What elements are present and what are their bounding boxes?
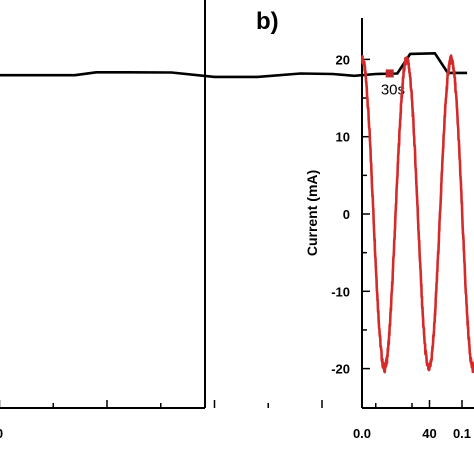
panel-a-annotation-30s: 30s <box>381 82 405 99</box>
panel-a-series-line <box>0 52 468 79</box>
panel-a-x-tick-label: 0 <box>0 426 3 441</box>
panel-b-tick-labels: 20 10 0 -10 -20 0.0 0.1 <box>331 52 471 441</box>
panel-b-y-tick-label: -10 <box>331 284 350 299</box>
panel-b-y-axis-title: Current (mA) <box>304 170 320 256</box>
panel-b-series-line <box>361 54 474 374</box>
panel-a-marker <box>385 69 394 78</box>
panel-b-y-tick-label: 10 <box>336 130 350 145</box>
panel-b-x-tick-label: 0.1 <box>453 426 471 441</box>
panel-a-tick-labels: 04050 <box>0 426 437 441</box>
panel-b-y-tick-label: -20 <box>331 362 350 377</box>
panel-a: 04050 30s <box>0 0 468 441</box>
panel-b-label: b) <box>256 8 279 35</box>
panel-b-y-tick-label: 0 <box>343 207 350 222</box>
panel-a-x-tick-label: 40 <box>422 426 436 441</box>
panel-b: b) Current (mA) 20 10 0 -10 -20 0.0 0.1 <box>256 8 474 441</box>
panel-b-x-tick-label: 0.0 <box>353 426 371 441</box>
panel-a-ticks <box>0 400 431 408</box>
panel-b-y-tick-label: 20 <box>336 52 350 67</box>
